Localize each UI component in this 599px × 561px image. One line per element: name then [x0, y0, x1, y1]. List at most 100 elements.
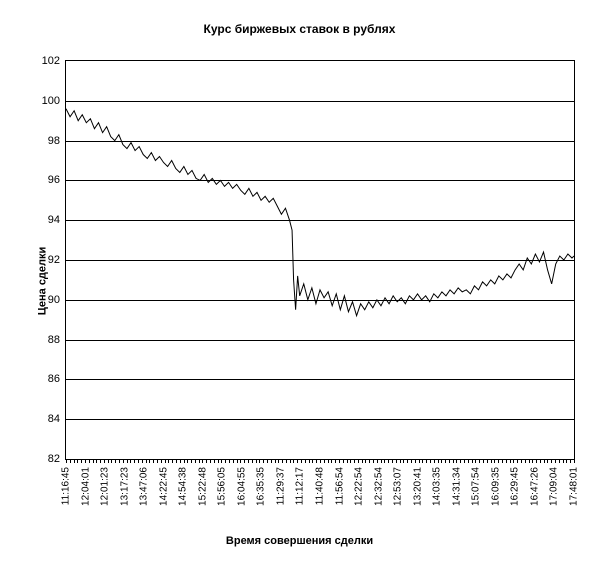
x-tick-label: 11:16:45: [61, 467, 72, 505]
x-tick-mark: [165, 459, 166, 463]
x-tick-mark: [392, 459, 393, 463]
x-tick-label: 11:56:54: [334, 467, 345, 505]
x-tick-mark: [293, 459, 294, 463]
x-tick-mark: [347, 459, 348, 463]
x-tick-mark: [218, 459, 219, 463]
x-tick-mark: [77, 459, 78, 463]
x-tick-mark: [365, 459, 366, 463]
x-tick-mark: [184, 459, 185, 463]
x-tick-mark: [202, 459, 203, 463]
x-tick-mark: [506, 459, 507, 463]
x-tick-mark: [464, 459, 465, 463]
y-tick-label: 88: [48, 334, 60, 346]
x-tick-label: 14:54:38: [178, 467, 189, 506]
x-tick-label: 11:29:37: [275, 467, 286, 505]
x-tick-mark: [191, 459, 192, 463]
x-tick-label: 15:07:54: [471, 467, 482, 506]
y-tick-label: 86: [48, 373, 60, 385]
x-tick-mark: [487, 459, 488, 463]
x-tick-mark: [153, 459, 154, 463]
x-tick-mark: [415, 459, 416, 463]
x-tick-mark: [157, 459, 158, 463]
x-tick-label: 16:04:55: [236, 467, 247, 506]
x-tick-mark: [563, 459, 564, 463]
x-tick-label: 12:01:23: [100, 467, 111, 506]
x-tick-label: 16:35:35: [256, 467, 267, 506]
x-tick-mark: [324, 459, 325, 463]
x-tick-mark: [438, 459, 439, 463]
x-tick-mark: [536, 459, 537, 463]
x-tick-mark: [566, 459, 567, 463]
x-tick-mark: [328, 459, 329, 463]
x-tick-mark: [119, 459, 120, 463]
x-axis-label: Время совершения сделки: [0, 535, 599, 547]
x-tick-mark: [123, 459, 124, 463]
x-tick-mark: [316, 459, 317, 463]
x-tick-label: 17:48:01: [569, 467, 580, 506]
x-tick-label: 12:22:54: [354, 467, 365, 506]
x-tick-mark: [138, 459, 139, 463]
x-tick-mark: [180, 459, 181, 463]
grid-line: [66, 260, 574, 261]
x-tick-mark: [256, 459, 257, 463]
x-tick-label: 13:47:06: [139, 467, 150, 506]
x-tick-mark: [494, 459, 495, 463]
y-tick-label: 96: [48, 174, 60, 186]
x-tick-label: 11:12:17: [295, 467, 306, 505]
x-tick-mark: [320, 459, 321, 463]
x-tick-mark: [225, 459, 226, 463]
x-tick-mark: [149, 459, 150, 463]
y-tick-label: 94: [48, 214, 60, 226]
x-tick-mark: [195, 459, 196, 463]
x-tick-mark: [66, 459, 67, 463]
x-tick-mark: [301, 459, 302, 463]
x-tick-mark: [331, 459, 332, 463]
x-tick-mark: [81, 459, 82, 463]
x-tick-mark: [115, 459, 116, 463]
x-tick-mark: [502, 459, 503, 463]
x-tick-mark: [517, 459, 518, 463]
y-axis-label: Цена сделки: [36, 246, 48, 315]
plot-area: 82848688909294969810010211:16:4512:04:01…: [65, 60, 575, 460]
x-tick-mark: [532, 459, 533, 463]
x-tick-mark: [525, 459, 526, 463]
x-tick-label: 15:22:48: [197, 467, 208, 506]
x-tick-mark: [286, 459, 287, 463]
x-tick-label: 17:09:04: [549, 467, 560, 506]
x-tick-mark: [483, 459, 484, 463]
x-tick-mark: [400, 459, 401, 463]
x-tick-mark: [407, 459, 408, 463]
x-tick-mark: [521, 459, 522, 463]
x-tick-mark: [529, 459, 530, 463]
x-tick-mark: [513, 459, 514, 463]
x-tick-mark: [403, 459, 404, 463]
grid-line: [66, 220, 574, 221]
x-tick-mark: [252, 459, 253, 463]
x-tick-mark: [100, 459, 101, 463]
x-tick-mark: [350, 459, 351, 463]
x-tick-mark: [108, 459, 109, 463]
x-tick-mark: [312, 459, 313, 463]
x-tick-mark: [540, 459, 541, 463]
x-tick-mark: [134, 459, 135, 463]
y-tick-label: 82: [48, 453, 60, 465]
x-tick-mark: [305, 459, 306, 463]
grid-line: [66, 419, 574, 420]
x-tick-mark: [381, 459, 382, 463]
x-tick-mark: [70, 459, 71, 463]
x-tick-mark: [278, 459, 279, 463]
x-tick-mark: [434, 459, 435, 463]
x-tick-label: 14:03:35: [432, 467, 443, 506]
grid-line: [66, 300, 574, 301]
x-tick-mark: [267, 459, 268, 463]
x-tick-mark: [559, 459, 560, 463]
grid-line: [66, 340, 574, 341]
x-tick-mark: [358, 459, 359, 463]
x-tick-label: 13:20:41: [412, 467, 423, 506]
x-tick-mark: [221, 459, 222, 463]
x-tick-mark: [422, 459, 423, 463]
x-tick-mark: [460, 459, 461, 463]
x-tick-mark: [441, 459, 442, 463]
x-tick-mark: [233, 459, 234, 463]
x-tick-mark: [146, 459, 147, 463]
